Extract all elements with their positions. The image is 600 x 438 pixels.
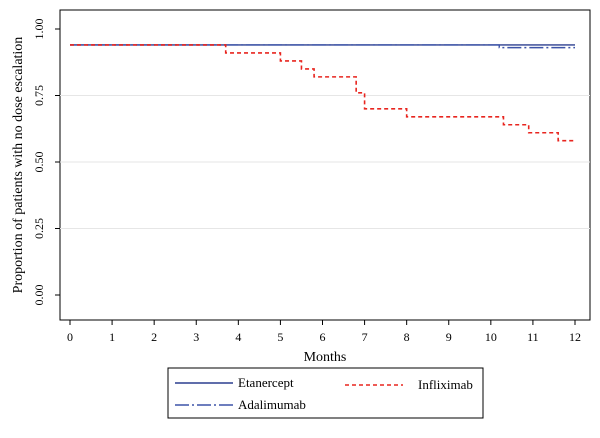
series-line-infliximab [70, 44, 575, 142]
axes: 0.000.250.500.751.000 1 2 3 4 5 6 7 8 9 10 11 12 [32, 19, 581, 345]
y-tick-label: 0.00 [32, 285, 46, 306]
x-tick-label: 5 [277, 330, 283, 344]
legend-label-etanercept: Etanercept [238, 375, 294, 390]
grid-lines [60, 95, 590, 229]
x-tick-label: 10 [485, 330, 497, 344]
x-axis-label: Months [304, 350, 347, 365]
x-tick-label: 6 [320, 330, 326, 344]
x-tick-label: 4 [235, 330, 241, 344]
y-tick-label: 0.50 [32, 152, 46, 173]
x-tick-label: 9 [446, 330, 452, 344]
y-tick-label: 1.00 [32, 19, 46, 40]
y-tick-label: 0.25 [32, 218, 46, 239]
series-line-adalimumab [70, 44, 575, 49]
x-tick-label: 12 [569, 330, 581, 344]
legend-label-infliximab: Infliximab [418, 377, 473, 392]
legend: Etanercept Adalimumab Infliximab [175, 375, 473, 412]
x-tick-label: 7 [362, 330, 368, 344]
x-tick-label: 2 [151, 330, 157, 344]
y-axis-label: Proportion of patients with no dose esca… [11, 37, 26, 294]
x-tick-label: 0 [67, 330, 73, 344]
plot-frame [59, 9, 591, 321]
x-tick-label: 1 [109, 330, 115, 344]
y-tick-label: 0.75 [32, 85, 46, 106]
x-tick-label: 8 [404, 330, 410, 344]
legend-label-adalimumab: Adalimumab [238, 397, 306, 412]
legend-box [167, 367, 484, 419]
x-tick-label: 3 [193, 330, 199, 344]
series-lines [70, 44, 575, 142]
x-tick-label: 11 [527, 330, 539, 344]
